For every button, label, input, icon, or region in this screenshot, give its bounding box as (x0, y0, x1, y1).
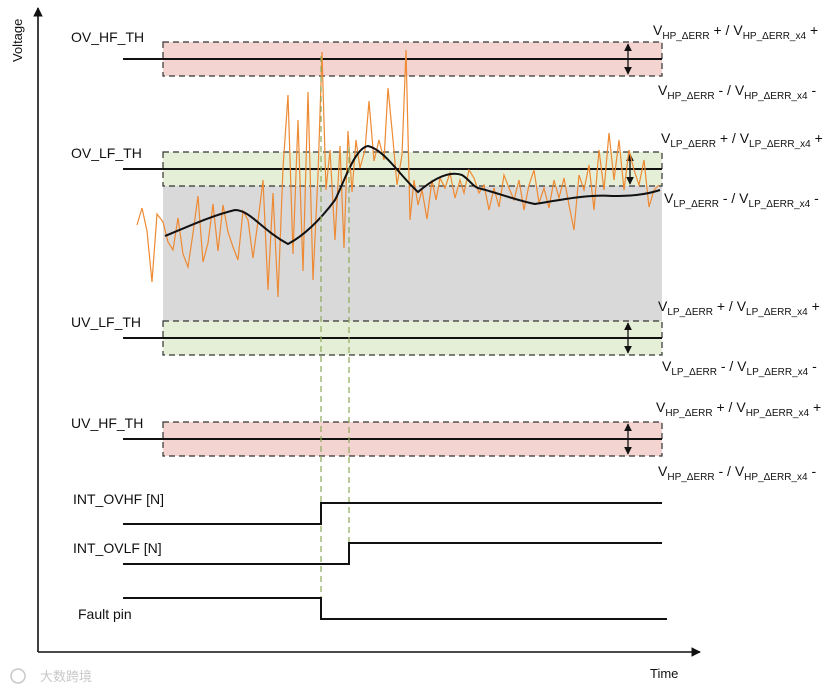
filtered-voltage-signal (164, 144, 661, 246)
int-ovhf-trace (123, 502, 662, 525)
svg-text:VLP_ΔERR + / VLP_ΔERR_x4 +: VLP_ΔERR + / VLP_ΔERR_x4 + (661, 130, 823, 150)
watermark-text: 大数跨境 (40, 670, 92, 685)
uv-lf-upper-tolerance: VLP_ΔERR + / VLP_ΔERR_x4 + (658, 298, 820, 318)
ov-lf-upper-tolerance: VLP_ΔERR + / VLP_ΔERR_x4 + (661, 130, 823, 150)
svg-text:VHP_ΔERR - / VHP_ΔERR_x4 -: VHP_ΔERR - / VHP_ΔERR_x4 - (658, 463, 816, 483)
svg-text:VHP_ΔERR + / VHP_ΔERR_x4 +: VHP_ΔERR + / VHP_ΔERR_x4 + (656, 399, 821, 419)
uv-hf-lower-tolerance: VHP_ΔERR - / VHP_ΔERR_x4 - (658, 463, 816, 483)
int-ovlf-trace (123, 542, 662, 565)
watermark-logo-icon (10, 668, 26, 684)
uv-hf-upper-tolerance: VHP_ΔERR + / VHP_ΔERR_x4 + (656, 399, 821, 419)
svg-text:VLP_ΔERR - / VLP_ΔERR_x4 -: VLP_ΔERR - / VLP_ΔERR_x4 - (664, 190, 819, 210)
ov-hf-upper-tolerance: VHP_ΔERR + / VHP_ΔERR_x4 + (653, 22, 818, 42)
fault-pin-trace (123, 597, 667, 620)
int-ovlf-label: INT_OVLF [N] (73, 540, 162, 556)
fault-pin-label: Fault pin (78, 606, 132, 622)
watermark: 大数跨境 (10, 668, 92, 685)
noisy-voltage-signal (136, 49, 660, 298)
svg-text:VLP_ΔERR - / VLP_ΔERR_x4 -: VLP_ΔERR - / VLP_ΔERR_x4 - (662, 358, 817, 378)
ov-lf-lower-tolerance: VLP_ΔERR - / VLP_ΔERR_x4 - (664, 190, 819, 210)
uv-lf-lower-tolerance: VLP_ΔERR - / VLP_ΔERR_x4 - (662, 358, 817, 378)
ov-hf-lower-tolerance: VHP_ΔERR - / VHP_ΔERR_x4 - (658, 82, 816, 102)
svg-text:VHP_ΔERR + / VHP_ΔERR_x4 +: VHP_ΔERR + / VHP_ΔERR_x4 + (653, 22, 818, 42)
uv-hf-th-label: UV_HF_TH (71, 415, 143, 431)
int-ovhf-label: INT_OVHF [N] (73, 491, 164, 507)
svg-text:VHP_ΔERR - / VHP_ΔERR_x4 -: VHP_ΔERR - / VHP_ΔERR_x4 - (658, 82, 816, 102)
uv-lf-th-label: UV_LF_TH (71, 314, 141, 330)
x-axis-label: Time (650, 666, 678, 681)
ov-lf-th-label: OV_LF_TH (71, 145, 142, 161)
ov-hf-th-label: OV_HF_TH (71, 29, 144, 45)
normal-region (163, 186, 662, 321)
svg-text:VLP_ΔERR + / VLP_ΔERR_x4 +: VLP_ΔERR + / VLP_ΔERR_x4 + (658, 298, 820, 318)
y-axis-label: Voltage (10, 19, 25, 62)
